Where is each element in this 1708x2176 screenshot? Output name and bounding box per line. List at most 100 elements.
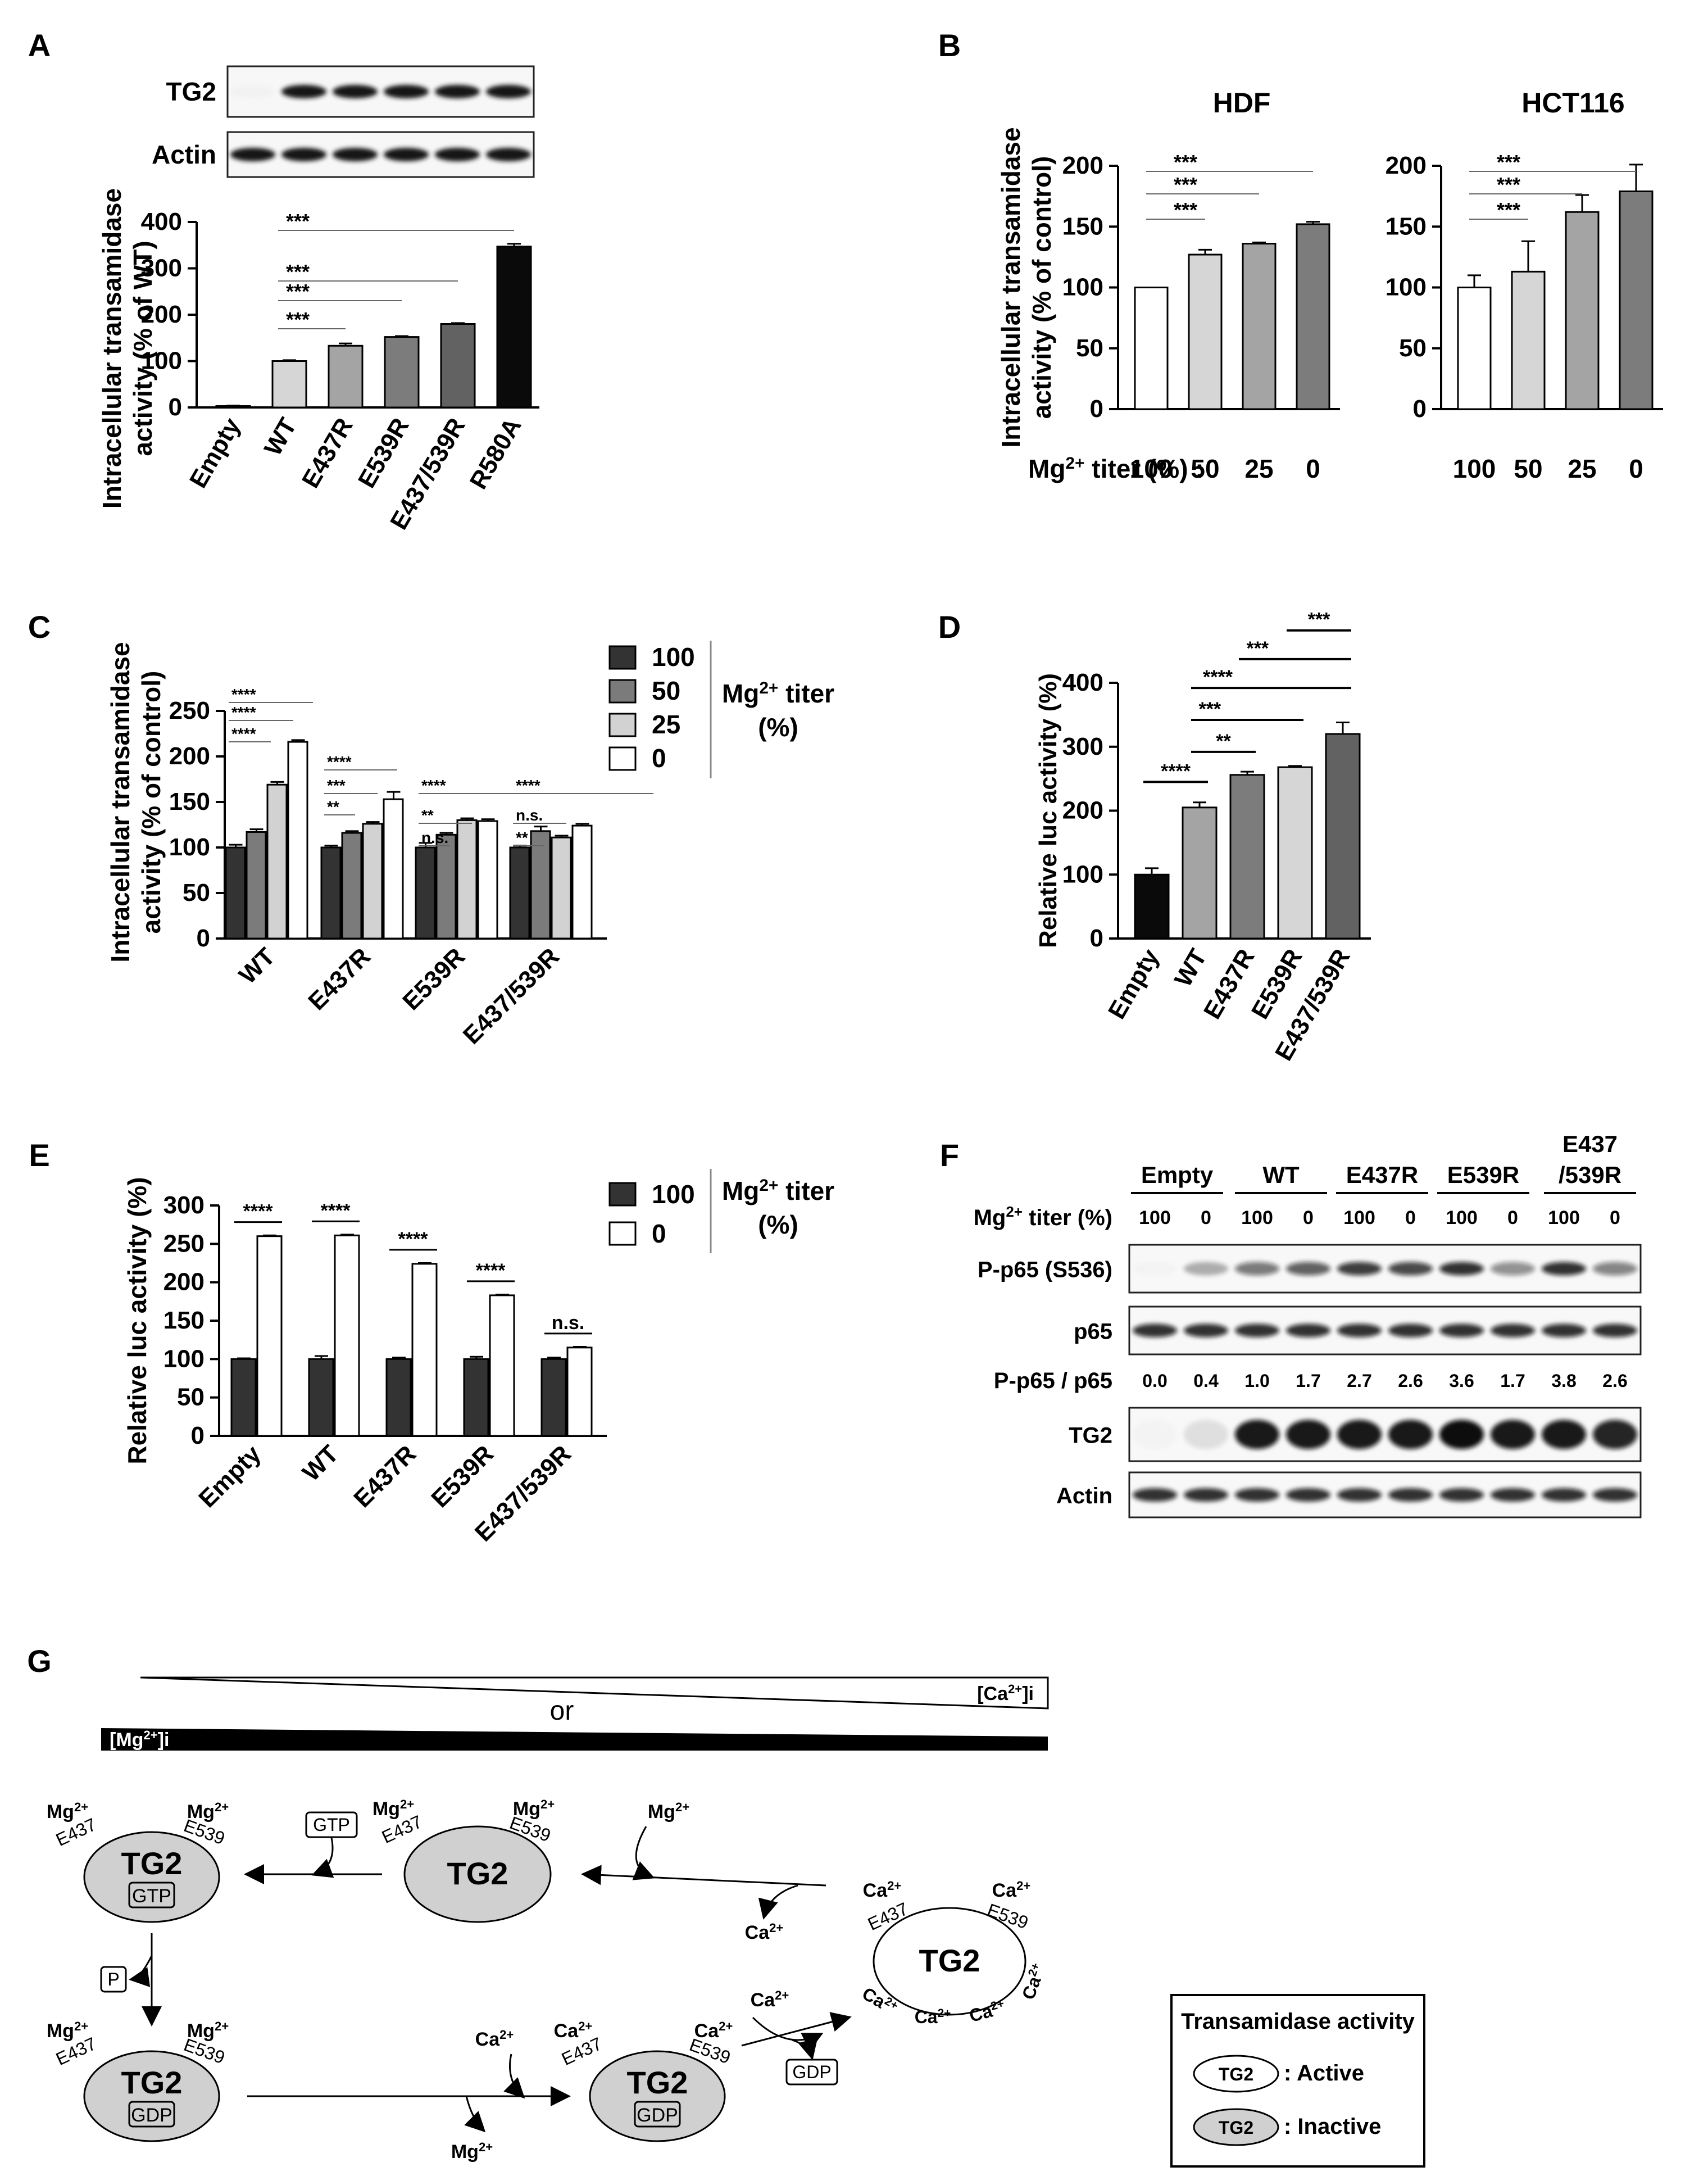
group-label: WT [1262,1162,1300,1188]
blot-band [333,85,378,98]
x-tick-label: E539R [353,414,415,493]
bar-Empty [1134,873,1170,940]
ratio-value: 1.7 [1296,1371,1320,1391]
tg2-label: TG2 [919,1943,980,1978]
ratio-value: 0.4 [1193,1371,1219,1391]
significance-label: *** [1174,173,1197,196]
blot-band [1439,1420,1484,1449]
bar-E437R-0 [411,1263,438,1437]
arrow-mg-in [632,1826,655,1880]
significance-label: **** [516,777,540,794]
blot-band [1286,1262,1330,1276]
x-tick-label: 25 [1568,454,1596,483]
bar-E437R-0 [383,798,404,940]
bar-WT-100 [308,1358,334,1437]
x-tick-label: Empty [1103,944,1165,1023]
y-tick-label: 400 [1062,669,1103,696]
legend-tg2-label: TG2 [1219,2064,1253,2084]
y-tick-label: 300 [141,255,182,282]
y-tick-label: 400 [141,208,182,235]
blot-band [1491,1262,1535,1276]
ion-label: Mg2+ [187,2019,229,2042]
blot-label: TG2 [1069,1424,1112,1448]
titer-value: 100 [1446,1207,1478,1228]
x-tick-label: 25 [1244,454,1273,483]
group-label: /539R [1559,1162,1621,1188]
blot-label: Actin [152,140,216,169]
blot-band [230,148,275,161]
bar-WT-0 [334,1234,360,1437]
blot-band [1184,1420,1228,1449]
y-tick-label: 0 [169,393,182,421]
titer-value: 0 [1303,1207,1314,1228]
y-tick-label: 200 [1062,797,1103,824]
ion-label: Ca2+ [915,2007,951,2028]
blot-band [1235,1323,1279,1338]
ion-label: Mg2+ [187,1800,229,1823]
x-tick-label: E437R [297,414,358,493]
bar-E437/539R-100 [540,1358,567,1437]
y-tick-label: 100 [1062,274,1103,301]
blot-band [384,148,429,161]
y-tick-label: 50 [177,1384,205,1411]
legend-inactive-swatch [1193,2108,1279,2146]
blot-band [1593,1262,1637,1276]
titer-value: 0 [1201,1207,1211,1228]
legend-active-swatch [1193,2055,1279,2093]
arrow-ca-in [503,2053,525,2099]
ion-label: Ca2+ [863,1879,902,1902]
arrow-gtp-in [311,1837,334,1878]
blot-band [1286,1323,1330,1338]
ratio-value: 2.6 [1602,1371,1627,1391]
legend-swatch [608,679,637,704]
bar-WT [271,360,307,409]
y-tick-label: 0 [1413,395,1427,423]
y-tick-label: 150 [1386,212,1427,240]
significance-label: *** [286,280,310,303]
significance-label: **** [231,725,256,742]
blot-band [1184,1323,1228,1338]
blot-band [1286,1420,1330,1449]
significance-label: *** [286,308,310,331]
significance-label: **** [1203,667,1233,688]
legend-label: 25 [652,710,680,739]
bar-E437R-100 [320,846,342,940]
legend-inactive-label: : Inactive [1284,2114,1381,2139]
bar-50 [1188,253,1223,410]
y-tick-label: 150 [1062,212,1103,240]
bar-E539R [1277,766,1313,940]
bar-25 [1565,211,1600,410]
significance-label: *** [1198,699,1221,720]
legend-swatch [608,713,637,737]
titer-value: 100 [1343,1207,1375,1228]
significance-label: **** [476,1260,506,1281]
y-tick-label: 100 [1386,274,1427,301]
ratio-value: 2.6 [1398,1371,1423,1391]
gtp-label: GTP [313,1815,350,1835]
legend-label: 50 [652,676,680,705]
legend-label: 0 [652,744,666,773]
y-axis-label: Intracellular transamidase [97,188,126,509]
blot-band [435,85,480,98]
significance-label: n.s. [516,806,543,824]
blot-band [1439,1488,1484,1502]
x-tick-label: 0 [1306,454,1320,483]
legend-tg2-label: TG2 [1219,2118,1253,2138]
bar-WT-0 [287,741,308,940]
y-tick-label: 200 [141,301,182,328]
bar-100 [1457,287,1492,410]
arrow-activation [741,2012,852,2047]
blot-band [1184,1488,1228,1502]
ion-label: Mg2+ [513,1797,555,1820]
blot-band [333,148,378,161]
significance-label: *** [286,210,310,233]
ion-label: Mg2+ [451,2140,493,2163]
blot-band [281,148,326,161]
ca-gradient-wedge [140,1676,1049,1710]
y-tick-label: 50 [183,879,210,906]
ratio-value: 0.0 [1142,1371,1167,1391]
pi-label: P [107,1969,119,1989]
bar-E437/539R-0 [566,1347,593,1437]
